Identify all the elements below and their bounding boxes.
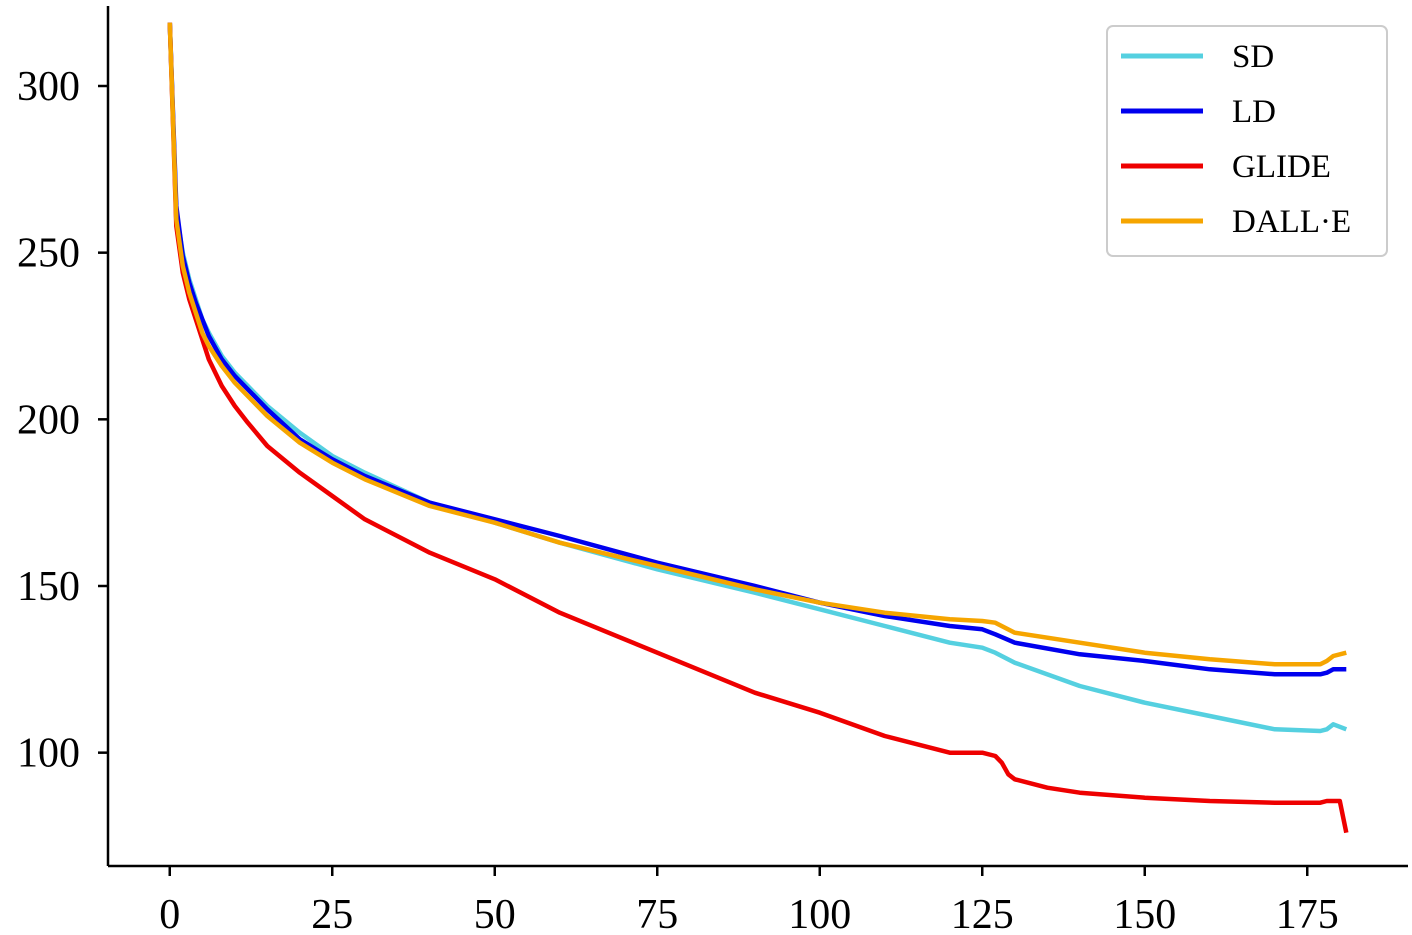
x-tick-label: 125 (951, 892, 1014, 935)
legend-label: DALL·E (1232, 204, 1351, 240)
y-ticks: 100 150 200 250 300 (17, 64, 108, 777)
legend-items: SD LD GLIDE DALL·E (1121, 39, 1351, 240)
x-ticks: 0 25 50 75 100 125 150 175 (159, 866, 1339, 935)
legend-label: SD (1232, 39, 1274, 75)
x-tick-label: 175 (1276, 892, 1339, 935)
y-tick-label: 100 (17, 731, 80, 777)
legend: SD LD GLIDE DALL·E (1106, 25, 1388, 257)
x-tick-label: 150 (1113, 892, 1176, 935)
legend-label: LD (1232, 94, 1276, 130)
x-tick-label: 75 (636, 892, 678, 935)
legend-label: GLIDE (1232, 149, 1331, 185)
x-tick-label: 0 (159, 892, 180, 935)
x-tick-label: 50 (474, 892, 516, 935)
x-tick-label: 100 (788, 892, 851, 935)
series-line-ld (167, 22, 1347, 677)
series-line-dall-e (167, 22, 1347, 667)
y-tick-label: 200 (17, 397, 80, 443)
y-tick-label: 300 (17, 64, 80, 110)
x-tick-label: 25 (311, 892, 353, 935)
axes (106, 6, 1408, 868)
y-tick-label: 150 (17, 564, 80, 610)
legend-box (1106, 25, 1388, 257)
series-layer (167, 22, 1349, 834)
y-tick-label: 250 (17, 231, 80, 277)
series-line-glide (167, 22, 1349, 834)
